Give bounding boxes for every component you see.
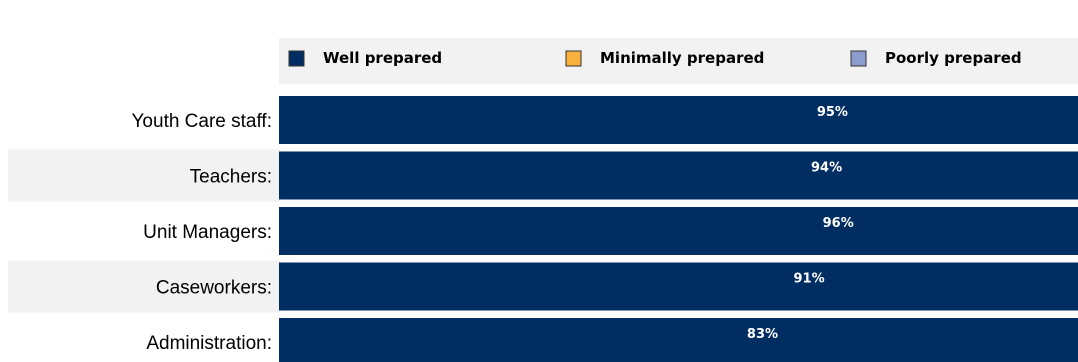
row-labels: Youth Care staff: Teachers: Unit Managers:…: [132, 111, 273, 354]
legend-label-poorly-prepared: Poorly prepared: [885, 49, 1022, 67]
data-label-well-prepared-administration: 83%: [747, 327, 778, 342]
bar-well-prepared-unit-managers: [279, 207, 1078, 255]
bar-well-prepared-caseworkers: [279, 263, 1078, 311]
legend: Well prepared Minimally prepared Poorly pr…: [289, 49, 1022, 67]
row-label-administration: Administration:: [146, 333, 272, 354]
data-label-well-prepared-unit-managers: 96%: [823, 216, 854, 231]
legend-swatch-poorly-prepared: [851, 51, 866, 66]
legend-label-well-prepared: Well prepared: [323, 49, 442, 67]
data-label-well-prepared-youth-care-staff: 95%: [817, 105, 848, 120]
data-label-well-prepared-teachers: 94%: [811, 161, 842, 176]
row-label-teachers: Teachers:: [190, 167, 272, 188]
bar-well-prepared-administration: [279, 318, 1078, 362]
bars: 95%5%94%6%96%4%91%9%83%17%: [279, 96, 1078, 362]
legend-swatch-well-prepared: [289, 51, 304, 66]
bar-well-prepared-youth-care-staff: [279, 96, 1078, 144]
row-label-unit-managers: Unit Managers:: [143, 222, 272, 243]
legend-swatch-minimally-prepared: [566, 51, 581, 66]
row-label-caseworkers: Caseworkers:: [156, 278, 272, 299]
bar-well-prepared-teachers: [279, 152, 1078, 200]
legend-label-minimally-prepared: Minimally prepared: [600, 49, 764, 67]
row-label-youth-care-staff: Youth Care staff:: [132, 111, 273, 132]
data-label-well-prepared-caseworkers: 91%: [794, 272, 825, 287]
